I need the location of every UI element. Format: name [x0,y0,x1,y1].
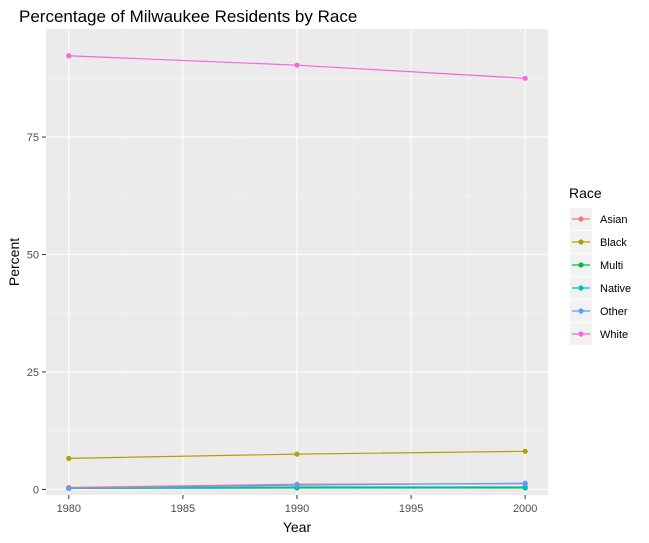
legend-point-other [578,308,584,314]
legend-label-asian: Asian [600,214,628,226]
legend-point-white [578,331,584,337]
data-point-other [66,485,72,492]
x-axis-title: Year [283,519,312,535]
data-point-white [522,75,528,81]
grid [46,29,548,495]
y-tick-label: 75 [27,132,39,144]
legend-label-other: Other [600,306,628,318]
data-point-white [294,62,300,68]
legend-point-asian [578,216,584,222]
y-tick-label: 25 [27,367,39,379]
legend-label-multi: Multi [600,260,623,272]
series-points [66,53,528,492]
y-axis-title: Percent [6,238,22,286]
y-axis: 0 25 50 75 [27,132,46,496]
x-tick-label: 1980 [57,503,81,515]
data-point-other [294,482,300,488]
legend-title: Race [569,185,602,201]
data-point-other [522,480,528,486]
y-tick-label: 0 [33,484,39,496]
data-point-native [522,484,528,490]
legend: Race Asian Black Multi Native Other White [569,185,631,345]
y-tick-label: 50 [27,249,39,261]
legend-point-black [578,239,584,245]
data-point-white [66,53,72,59]
x-tick-label: 1990 [285,503,309,515]
legend-label-black: Black [600,237,627,249]
chart-title: Percentage of Milwaukee Residents by Rac… [19,7,357,26]
x-tick-label: 2000 [513,503,537,515]
legend-label-native: Native [600,283,631,295]
data-point-black [294,451,300,457]
x-tick-label: 1995 [399,503,423,515]
legend-point-native [578,285,584,291]
legend-label-white: White [600,329,628,341]
data-point-black [522,448,528,454]
x-tick-label: 1985 [171,503,195,515]
x-axis: 1980 1985 1990 1995 2000 [57,495,537,515]
data-point-black [66,455,72,461]
legend-point-multi [578,262,584,268]
